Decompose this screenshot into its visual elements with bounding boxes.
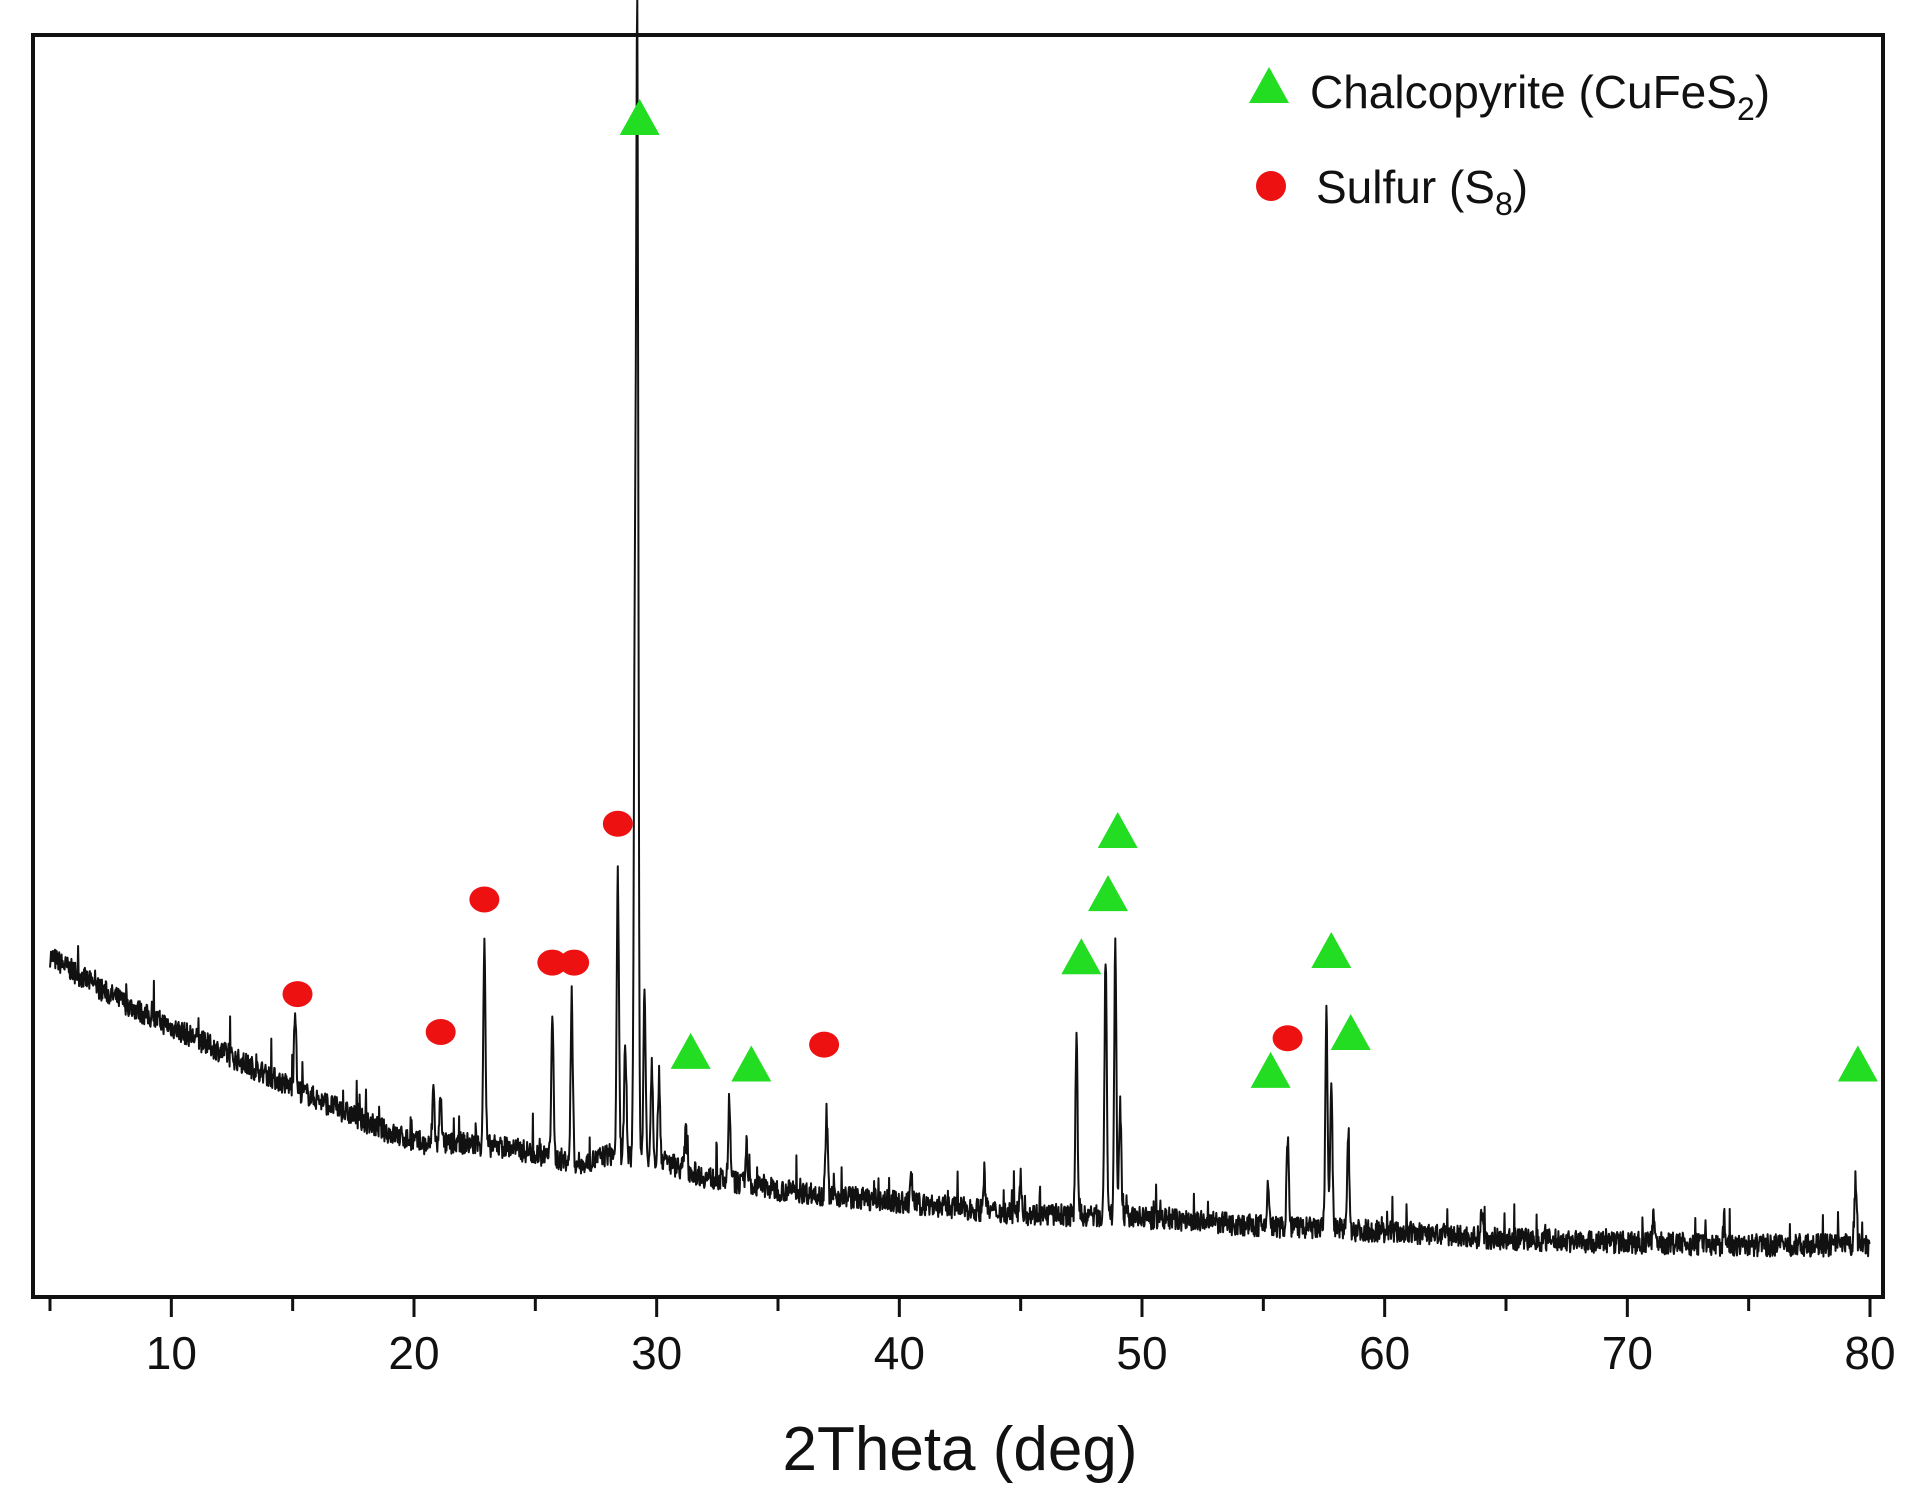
chalcopyrite-marker xyxy=(1250,1051,1291,1088)
x-axis-tick-labels: 10 20 30 40 50 60 70 80 xyxy=(146,1327,1896,1379)
x-tick-label: 30 xyxy=(631,1327,682,1379)
x-tick-label: 20 xyxy=(388,1327,439,1379)
chalcopyrite-marker xyxy=(1330,1013,1371,1050)
x-axis-title: 2Theta (deg) xyxy=(783,1415,1138,1484)
sulfur-marker xyxy=(282,981,313,1008)
chalcopyrite-marker xyxy=(1097,812,1138,849)
xrd-pattern-line xyxy=(49,0,1871,1258)
x-tick-label: 40 xyxy=(874,1327,925,1379)
x-tick-label: 50 xyxy=(1116,1327,1167,1379)
sulfur-marker xyxy=(425,1018,456,1045)
chalcopyrite-marker xyxy=(619,99,660,136)
sulfur-marker xyxy=(1272,1025,1303,1052)
x-tick-label: 10 xyxy=(146,1327,197,1379)
legend-chalcopyrite-label: Chalcopyrite (CuFeS2) xyxy=(1310,66,1770,127)
x-axis-ticks xyxy=(48,1297,1872,1317)
sulfur-marker xyxy=(537,949,568,976)
legend-sulfur-marker xyxy=(1256,171,1286,201)
chalcopyrite-marker xyxy=(1088,875,1129,912)
legend-chalcopyrite-marker xyxy=(1249,67,1289,103)
chalcopyrite-marker xyxy=(1311,931,1352,968)
legend-sulfur-label: Sulfur (S8) xyxy=(1316,161,1528,222)
chalcopyrite-marker xyxy=(670,1032,711,1069)
sulfur-marker xyxy=(602,810,633,837)
sulfur-marker xyxy=(809,1031,840,1058)
legend: Chalcopyrite (CuFeS2) Sulfur (S8) xyxy=(1249,66,1770,222)
sulfur-marker xyxy=(469,886,500,913)
chalcopyrite-marker xyxy=(1837,1045,1878,1082)
x-tick-label: 80 xyxy=(1844,1327,1895,1379)
plot-frame xyxy=(31,33,1885,1299)
chalcopyrite-marker xyxy=(731,1045,772,1082)
x-tick-label: 70 xyxy=(1602,1327,1653,1379)
sulfur-marker xyxy=(559,949,590,976)
chalcopyrite-marker xyxy=(1061,938,1102,975)
phase-markers xyxy=(282,99,1878,1088)
x-tick-label: 60 xyxy=(1359,1327,1410,1379)
